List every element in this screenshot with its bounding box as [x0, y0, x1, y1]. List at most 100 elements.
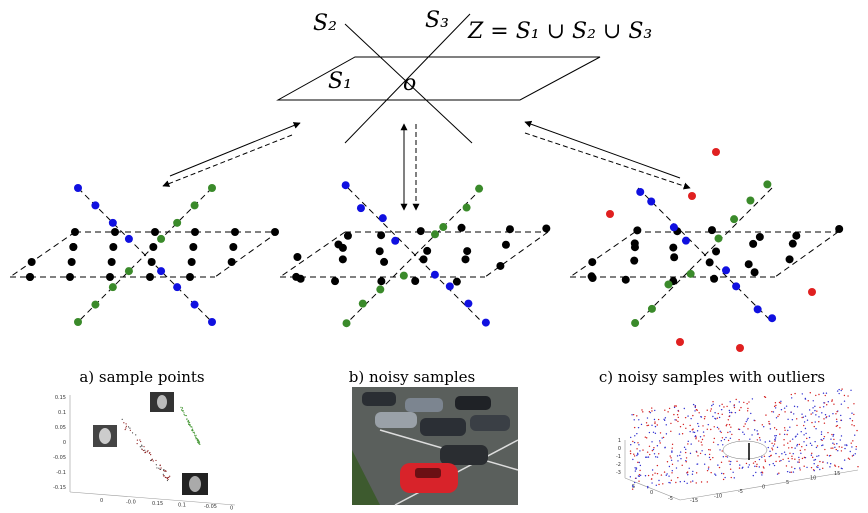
scatter-dot	[730, 461, 731, 462]
scatter-dot	[636, 433, 637, 434]
scatter-dot	[761, 472, 762, 473]
scatter-dot	[800, 469, 801, 470]
scatter-dot	[647, 487, 648, 488]
tick-label: -0.05	[204, 504, 217, 510]
sample-point	[400, 272, 408, 280]
scatter-dot	[849, 418, 850, 419]
scatter-dot	[786, 465, 787, 466]
sample-point	[631, 243, 639, 251]
sample-point	[423, 247, 431, 255]
scatter-dot	[675, 482, 676, 483]
scatter-dot	[746, 403, 747, 404]
scatter-dot	[126, 426, 127, 427]
scatter-dot	[844, 400, 845, 401]
scatter-dot	[630, 450, 631, 451]
scatter-dot	[785, 454, 786, 455]
scatter-dot	[686, 483, 687, 484]
scatter-dot	[774, 440, 775, 441]
scatter-dot	[703, 431, 704, 432]
arrow	[525, 133, 690, 188]
sample-point	[108, 258, 116, 266]
scatter-dot	[195, 438, 196, 439]
scatter-dot	[666, 475, 667, 476]
scatter-dot	[757, 433, 758, 434]
scatter-dot	[696, 436, 697, 437]
scatter-dot	[841, 420, 842, 421]
scatter-dot	[720, 431, 721, 432]
scatter-dot	[787, 430, 788, 431]
scatter-dot	[692, 415, 693, 416]
scatter-dot	[724, 439, 725, 440]
sample-point	[622, 276, 630, 284]
scatter-dot	[789, 453, 790, 454]
scatter-dot	[832, 443, 833, 444]
scatter-dot	[690, 443, 691, 444]
scatter-dot	[167, 477, 168, 478]
scatter-dot	[677, 421, 678, 422]
scatter-dot	[630, 476, 631, 477]
scatter-dot	[849, 459, 850, 460]
scatter-dot	[783, 439, 784, 440]
scatter-dot	[654, 421, 655, 422]
scatter-dot	[743, 426, 744, 427]
scatter-dot	[844, 395, 845, 396]
plane-edge	[775, 232, 838, 277]
scatter-dot	[839, 446, 840, 447]
scatter-dot	[740, 407, 741, 408]
scatter-dot	[754, 429, 755, 430]
scatter-dot	[651, 441, 652, 442]
scatter-dot	[685, 449, 686, 450]
scatter-dot	[794, 459, 795, 460]
scatter-dot	[169, 476, 170, 477]
scatter-dot	[729, 401, 730, 402]
scatter-dot	[689, 425, 690, 426]
scatter-dot	[817, 445, 818, 446]
scatter-dot	[190, 424, 191, 425]
sample-point	[186, 273, 194, 281]
scatter-dot	[653, 432, 654, 433]
scatter-dot	[696, 451, 697, 452]
scatter-dot	[135, 434, 136, 435]
scatter-dot	[694, 432, 695, 433]
scatter-dot	[776, 435, 777, 436]
scatter-dot	[651, 425, 652, 426]
scatter-dot	[811, 453, 812, 454]
scatter-dot	[754, 466, 755, 467]
scatter-dot	[638, 444, 639, 445]
scatter-dot	[692, 428, 693, 429]
scatter-dot	[674, 405, 675, 406]
scatter-dot	[143, 450, 144, 451]
scatter-dot	[711, 408, 712, 409]
scatter-dot	[753, 462, 754, 463]
scatter-dot	[637, 442, 638, 443]
scatter-dot	[841, 468, 842, 469]
scatter-dot	[765, 414, 766, 415]
tick-label: 5	[786, 480, 789, 486]
scatter-dot	[817, 467, 818, 468]
scatter-dot	[141, 445, 142, 446]
scatter-dot	[747, 428, 748, 429]
scatter-dot	[776, 429, 777, 430]
scatter-dot	[850, 390, 851, 391]
scatter-dot	[823, 406, 824, 407]
face-plot: 0.150.10.050-0.05-0.1-0.150-0.00.150.1-0…	[53, 392, 235, 512]
scatter-dot	[803, 425, 804, 426]
scatter-dot	[677, 460, 678, 461]
scatter-dot	[840, 439, 841, 440]
scatter-dot	[797, 444, 798, 445]
scatter-dot	[815, 459, 816, 460]
scatter-dot	[724, 477, 725, 478]
scatter-dot	[195, 436, 196, 437]
scatter-dot	[822, 462, 823, 463]
scatter-dot	[194, 435, 195, 436]
scatter-dot	[799, 467, 800, 468]
plane-edge	[10, 232, 75, 277]
scatter-dot	[731, 412, 732, 413]
scatter-dot	[775, 402, 776, 403]
scatter-dot	[721, 409, 722, 410]
sample-point	[475, 185, 483, 193]
sample-point	[109, 219, 117, 227]
scatter-dot	[838, 389, 839, 390]
scatter-dot	[755, 461, 756, 462]
scatter-dot	[814, 426, 815, 427]
